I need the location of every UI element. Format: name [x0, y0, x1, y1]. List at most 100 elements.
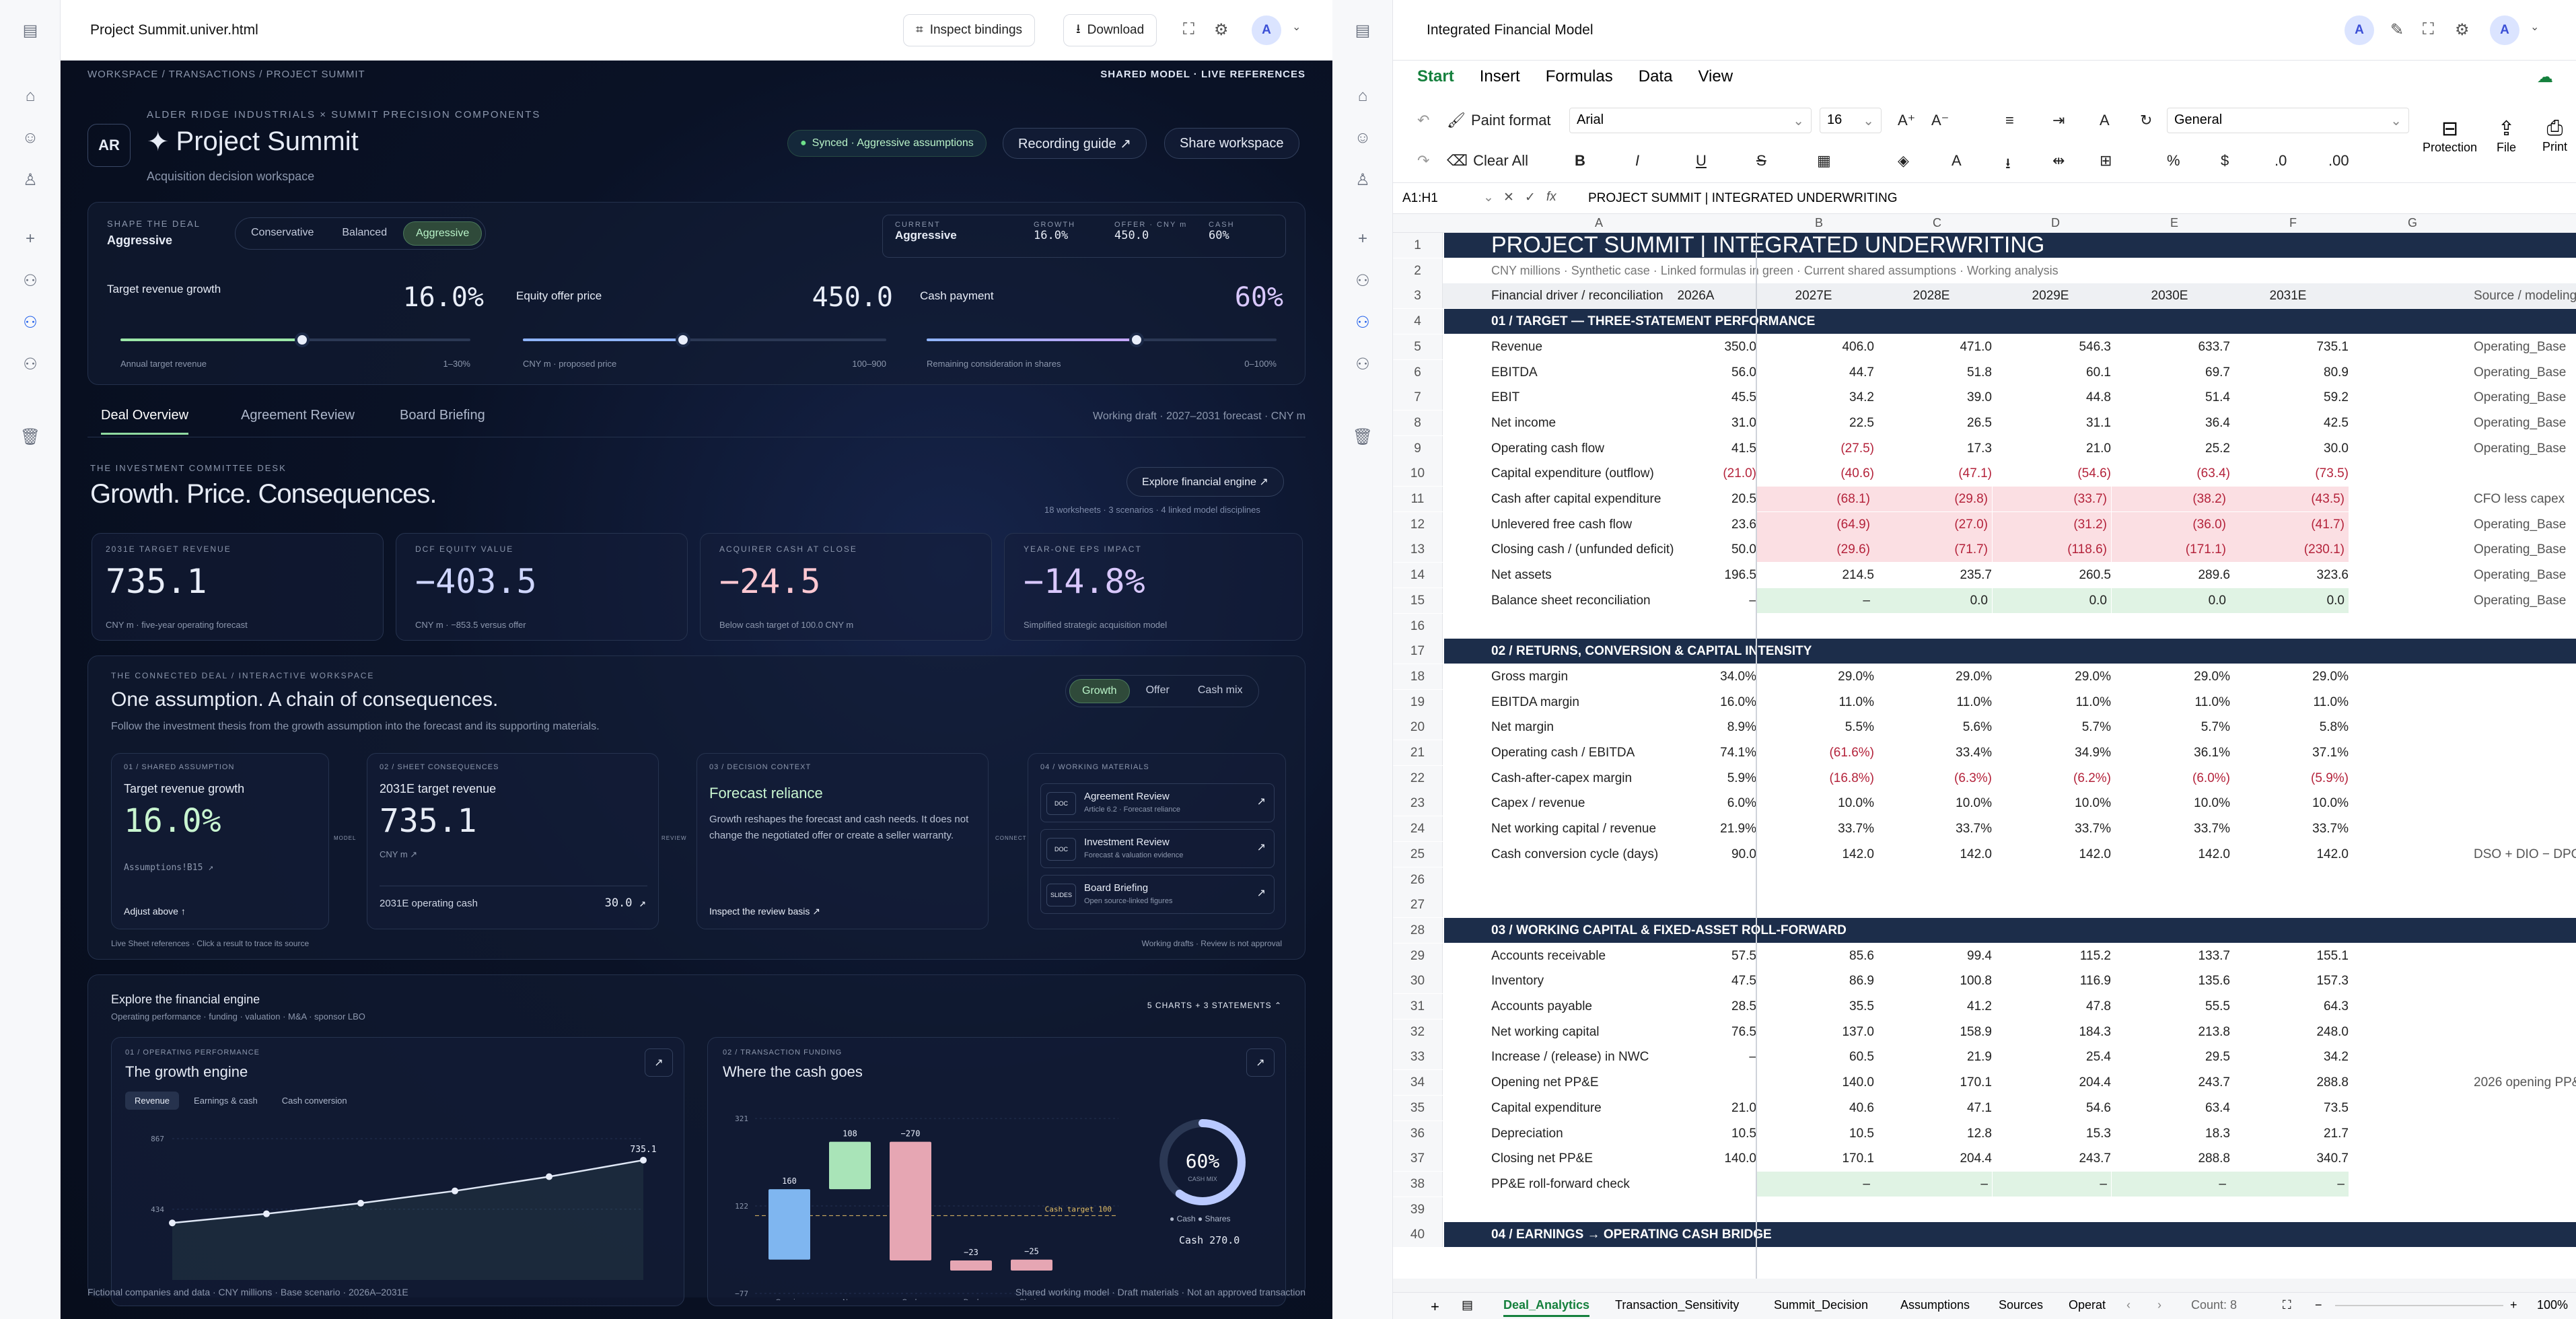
- sheet-row[interactable]: 13 Closing cash / (unfunded deficit) 50.0(…: [1393, 537, 2576, 563]
- value-cell[interactable]: 16.0%: [1720, 694, 1756, 709]
- value-cell[interactable]: 2031E: [2269, 289, 2307, 304]
- value-cell[interactable]: 137.0: [1842, 1024, 1874, 1039]
- column-header[interactable]: B: [1815, 216, 1824, 229]
- sheet-row[interactable]: 6 EBITDA 56.0 44.7 51.8 60.1 69.7 80.9 Operating…: [1393, 359, 2576, 385]
- sheet-row[interactable]: 26: [1393, 867, 2576, 892]
- value-cell[interactable]: (41.7): [2230, 511, 2349, 537]
- download-button[interactable]: ⭳ Download: [1063, 14, 1157, 46]
- freeze-line[interactable]: [1756, 233, 1757, 1279]
- menu-view[interactable]: View: [1698, 67, 1733, 85]
- label-cell[interactable]: Operating cash flow: [1491, 441, 1604, 456]
- row-number[interactable]: 26: [1393, 867, 1443, 892]
- value-cell[interactable]: (27.0): [1873, 511, 1992, 537]
- label-cell[interactable]: EBITDA margin: [1491, 694, 1579, 709]
- user-icon[interactable]: ♙: [23, 170, 38, 189]
- team-icon[interactable]: ⚇: [1355, 313, 1370, 332]
- sheet-row[interactable]: 35 Capital expenditure 21.0 40.6 47.1 54.6 63.…: [1393, 1095, 2576, 1120]
- row-number[interactable]: 25: [1393, 841, 1443, 867]
- value-cell[interactable]: 10.0%: [1956, 796, 1992, 811]
- label-cell[interactable]: Capex / revenue: [1491, 796, 1585, 811]
- value-cell[interactable]: –: [1749, 1050, 1756, 1065]
- value-cell[interactable]: 26.5: [1967, 415, 1992, 430]
- value-cell[interactable]: –: [1873, 1171, 1992, 1197]
- value-cell[interactable]: (71.7): [1873, 537, 1992, 563]
- value-cell[interactable]: 80.9: [2324, 365, 2349, 380]
- value-cell[interactable]: 60.1: [2086, 365, 2111, 380]
- sheet-row[interactable]: 38 PP&E roll-forward check – – – – –: [1393, 1171, 2576, 1197]
- valign-icon[interactable]: ⭳: [2005, 155, 2011, 172]
- avatar[interactable]: A: [2490, 15, 2519, 45]
- value-cell[interactable]: 0.0: [2112, 587, 2230, 613]
- merge-icon[interactable]: ⊞: [2100, 152, 2112, 169]
- value-cell[interactable]: 135.6: [2198, 974, 2230, 989]
- sheet-row[interactable]: 1 PROJECT SUMMIT | INTEGRATED UNDERWRITIN…: [1393, 233, 2576, 258]
- value-cell[interactable]: 51.4: [2205, 390, 2230, 405]
- value-cell[interactable]: (47.1): [1958, 466, 1992, 481]
- sheet-row[interactable]: 2 CNY millions · Synthetic case · Linked …: [1393, 258, 2576, 283]
- add-decimal-icon[interactable]: .0: [2275, 152, 2287, 169]
- value-cell[interactable]: 50.0: [1731, 542, 1756, 557]
- menu-insert[interactable]: Insert: [1479, 67, 1520, 85]
- value-cell[interactable]: 2027E: [1795, 289, 1832, 304]
- cash-slider-track[interactable]: [927, 332, 1277, 347]
- value-cell[interactable]: –: [1756, 1171, 1874, 1197]
- function-icon[interactable]: fx: [1546, 190, 1557, 204]
- value-cell[interactable]: 29.0%: [2075, 669, 2111, 684]
- increase-font-icon[interactable]: A⁺: [1898, 112, 1916, 129]
- step-row-value[interactable]: 30.0 ↗: [604, 896, 646, 910]
- user-icon[interactable]: ♙: [1355, 170, 1370, 189]
- row-number[interactable]: 40: [1393, 1222, 1443, 1248]
- value-cell[interactable]: 0.0: [1873, 587, 1992, 613]
- clear-all-button[interactable]: ⌫ Clear All: [1447, 152, 1528, 170]
- value-cell[interactable]: 33.7%: [2312, 822, 2349, 836]
- sheet-tab-summit-decision[interactable]: Summit_Decision: [1774, 1298, 1869, 1312]
- label-cell[interactable]: EBIT: [1491, 390, 1520, 405]
- label-cell[interactable]: Increase / (release) in NWC: [1491, 1050, 1649, 1065]
- value-cell[interactable]: (29.8): [1873, 487, 1992, 511]
- value-cell[interactable]: [1642, 1070, 1756, 1095]
- sheet-row[interactable]: 33 Increase / (release) in NWC – 60.5 21.9 25…: [1393, 1044, 2576, 1070]
- sidebar-toggle-icon[interactable]: ▤: [1355, 21, 1371, 40]
- remove-decimal-icon[interactable]: .00: [2328, 152, 2349, 169]
- value-cell[interactable]: 196.5: [1724, 568, 1756, 583]
- row-number[interactable]: 2: [1393, 258, 1443, 283]
- value-cell[interactable]: 33.4%: [1956, 746, 1992, 760]
- sheet-row[interactable]: 30 Inventory 47.5 86.9 100.8 116.9 135.6 157.3: [1393, 968, 2576, 994]
- column-header[interactable]: D: [2051, 216, 2060, 229]
- label-cell[interactable]: Capital expenditure: [1491, 1100, 1602, 1115]
- value-cell[interactable]: 42.5: [2324, 415, 2349, 430]
- sheet-row[interactable]: 20 Net margin 8.9% 5.5% 5.6% 5.7% 5.7% 5.8%: [1393, 715, 2576, 740]
- kpi-card[interactable]: YEAR-ONE EPS IMPACT −14.8% Simplified st…: [1004, 533, 1303, 641]
- label-cell[interactable]: Financial driver / reconciliation: [1491, 289, 1663, 304]
- sheet-title-cell[interactable]: PROJECT SUMMIT | INTEGRATED UNDERWRITING: [1444, 233, 2576, 258]
- value-cell[interactable]: 99.4: [1967, 948, 1992, 963]
- value-cell[interactable]: 28.5: [1731, 999, 1756, 1013]
- add-sheet-icon[interactable]: +: [1431, 1298, 1439, 1315]
- value-cell[interactable]: 45.5: [1731, 390, 1756, 405]
- font-size-select[interactable]: 16 ⌄: [1820, 108, 1882, 133]
- value-cell[interactable]: 57.5: [1731, 948, 1756, 963]
- value-cell[interactable]: 5.7%: [2081, 720, 2111, 735]
- sheet-list-icon[interactable]: ▤: [1462, 1298, 1474, 1312]
- row-number[interactable]: 31: [1393, 994, 1443, 1019]
- row-number[interactable]: 23: [1393, 791, 1443, 816]
- value-cell[interactable]: 260.5: [2079, 568, 2111, 583]
- value-cell[interactable]: 11.0%: [2313, 694, 2349, 709]
- value-cell[interactable]: 29.0%: [1838, 669, 1874, 684]
- value-cell[interactable]: 64.3: [2324, 999, 2349, 1013]
- confirm-icon[interactable]: ✓: [1524, 190, 1536, 205]
- number-format-select[interactable]: General ⌄: [2167, 108, 2409, 133]
- source-cell[interactable]: Operating_Base: [2474, 542, 2567, 557]
- value-cell[interactable]: 8.9%: [1727, 720, 1756, 735]
- protection-button[interactable]: ⊟ Protection: [2423, 117, 2477, 155]
- source-cell[interactable]: Operating_Base: [2474, 568, 2567, 583]
- column-header[interactable]: G: [2408, 216, 2418, 229]
- row-number[interactable]: 9: [1393, 435, 1443, 461]
- growth-slider-track[interactable]: [120, 332, 470, 347]
- value-cell[interactable]: 55.5: [2205, 999, 2230, 1013]
- value-cell[interactable]: 140.0: [1724, 1151, 1756, 1166]
- value-cell[interactable]: (40.6): [1840, 466, 1874, 481]
- strike-icon[interactable]: S: [1756, 152, 1766, 169]
- sheet-row[interactable]: 28 03 / WORKING CAPITAL & FIXED-ASSET ROL…: [1393, 917, 2576, 943]
- value-cell[interactable]: 86.9: [1849, 974, 1874, 989]
